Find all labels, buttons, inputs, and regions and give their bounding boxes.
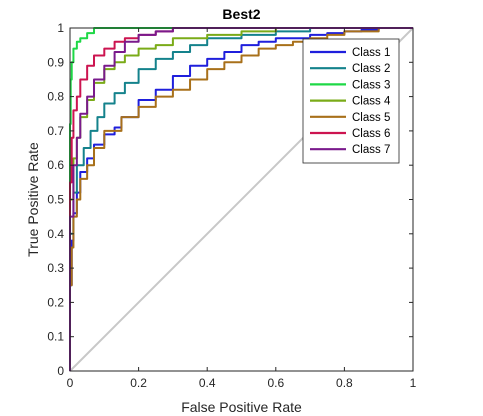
x-axis-label: False Positive Rate [181, 399, 302, 415]
legend: Class 1 Class 2 Class 3 Class 4 Class 5 Class… [302, 38, 400, 164]
x-tick-label: 0 [67, 376, 74, 390]
legend-label-class-1: Class 1 [352, 47, 390, 59]
y-tick-label: 0.5 [47, 193, 64, 207]
series-line-class-2 [69, 27, 413, 371]
legend-label-class-4: Class 4 [352, 96, 391, 108]
y-tick-label: 0.7 [47, 124, 64, 138]
x-tick-label: 0.8 [336, 376, 353, 390]
y-tick-label: 0.9 [47, 55, 64, 69]
y-tick-label: 0.4 [47, 227, 64, 241]
y-tick-label: 1 [57, 21, 64, 35]
y-tick-label: 0.3 [47, 261, 64, 275]
y-tick-label: 0.8 [47, 90, 64, 104]
chart-title: Best2 [222, 6, 260, 22]
y-tick-label: 0.1 [47, 330, 64, 344]
y-tick-label: 0 [57, 364, 64, 378]
ticks: 0 0.2 0.4 0.6 0.8 1 0 0.1 0.2 0.3 0.4 0.5 0.6 0.7 0.8 0… [47, 21, 416, 390]
legend-label-class-6: Class 6 [352, 128, 390, 140]
legend-label-class-2: Class 2 [352, 63, 390, 75]
y-tick-label: 0.2 [47, 295, 64, 309]
y-tick-label: 0.6 [47, 158, 64, 172]
legend-label-class-7: Class 7 [352, 144, 390, 156]
x-tick-label: 1 [410, 376, 417, 390]
legend-label-class-5: Class 5 [352, 112, 390, 124]
legend-label-class-3: Class 3 [352, 79, 390, 91]
x-tick-label: 0.6 [267, 376, 284, 390]
x-tick-label: 0.2 [130, 376, 147, 390]
x-tick-label: 0.4 [199, 376, 216, 390]
y-axis-label: True Positive Rate [25, 142, 41, 257]
series-line-class-7 [69, 27, 413, 371]
